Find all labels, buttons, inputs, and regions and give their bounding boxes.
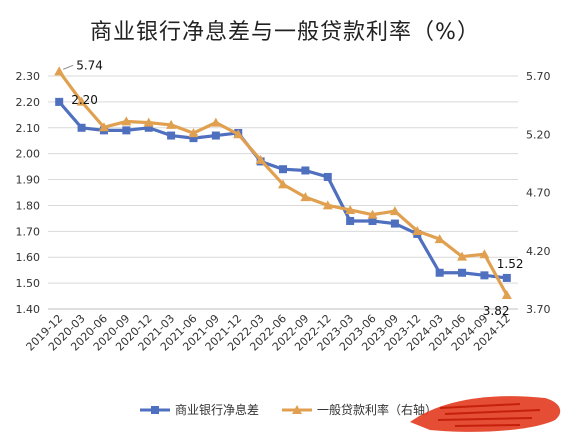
square-point — [122, 126, 131, 135]
right-tick-label: 5.20 — [526, 128, 551, 141]
triangle-point — [143, 117, 154, 127]
square-point — [279, 165, 287, 174]
left-tick-label: 1.60 — [16, 251, 41, 264]
right-y-axis: 3.70 4.20 4.70 5.20 5.70 — [526, 70, 551, 316]
triangle-point — [300, 192, 311, 202]
leader-line — [63, 64, 74, 70]
square-point — [144, 123, 153, 132]
triangle-point — [210, 117, 221, 127]
left-tick-label: 1.50 — [16, 277, 41, 290]
square-point — [301, 166, 310, 175]
triangle-point — [278, 179, 288, 189]
triangle-point — [434, 234, 445, 244]
left-tick-label: 1.80 — [16, 199, 41, 212]
left-y-axis: 1.40 1.50 1.60 1.70 1.80 1.90 2.00 2.10 2.20 2.30 — [16, 70, 41, 316]
left-tick-label: 1.70 — [16, 225, 41, 238]
right-tick-label: 3.70 — [526, 303, 551, 316]
data-label: 2.20 — [71, 93, 98, 107]
square-point — [458, 268, 467, 277]
right-tick-label: 4.20 — [526, 245, 551, 258]
square-point — [390, 219, 399, 228]
legend-triangle-marker — [292, 405, 302, 414]
data-label: 5.74 — [76, 58, 103, 72]
square-point — [323, 172, 332, 181]
triangle-point — [367, 209, 378, 219]
square-point — [435, 268, 444, 277]
right-tick-label: 4.70 — [526, 187, 551, 200]
square-point — [77, 123, 86, 132]
triangle-point — [322, 200, 333, 210]
triangle-point — [412, 225, 423, 235]
redaction-scribble — [410, 396, 561, 432]
triangle-point — [255, 154, 266, 164]
data-labels: 2.20 5.74 1.52 3.82 — [63, 58, 524, 318]
triangle-point — [121, 116, 132, 126]
triangle-point — [389, 206, 400, 216]
left-tick-label: 2.30 — [16, 70, 41, 83]
triangle-point — [457, 251, 468, 261]
chart-title: 商业银行净息差与一般贷款利率（%） — [90, 20, 480, 45]
left-tick-label: 2.10 — [16, 122, 41, 135]
triangle-point — [501, 290, 512, 300]
square-point — [502, 273, 511, 282]
square-point — [55, 97, 64, 106]
square-point — [368, 216, 377, 225]
data-label: 3.82 — [483, 304, 510, 318]
triangle-point — [166, 119, 177, 129]
legend-label: 一般贷款利率（右轴） — [317, 402, 437, 417]
triangle-point — [76, 96, 87, 106]
right-tick-label: 5.70 — [526, 70, 551, 83]
square-point — [189, 134, 198, 143]
square-point — [480, 271, 489, 280]
square-point — [167, 131, 176, 140]
triangle-point — [188, 128, 199, 138]
left-tick-label: 1.90 — [16, 174, 41, 187]
triangle-point — [54, 66, 65, 76]
x-axis: 2019-122020-032020-062020-092020-122021-… — [24, 308, 518, 354]
legend: 商业银行净息差 一般贷款利率（右轴） — [140, 402, 437, 417]
left-tick-label: 1.40 — [16, 303, 41, 316]
triangle-point — [98, 122, 109, 132]
series-group — [54, 66, 512, 300]
data-label: 1.52 — [497, 257, 524, 271]
square-point — [346, 216, 355, 225]
square-point — [211, 131, 220, 140]
triangle-point — [479, 249, 490, 259]
triangle-point — [345, 204, 356, 214]
legend-label: 商业银行净息差 — [175, 402, 259, 417]
legend-square-marker — [151, 406, 159, 414]
left-tick-label: 2.20 — [16, 96, 41, 109]
left-tick-label: 2.00 — [16, 148, 41, 161]
triangle-point — [233, 129, 244, 139]
